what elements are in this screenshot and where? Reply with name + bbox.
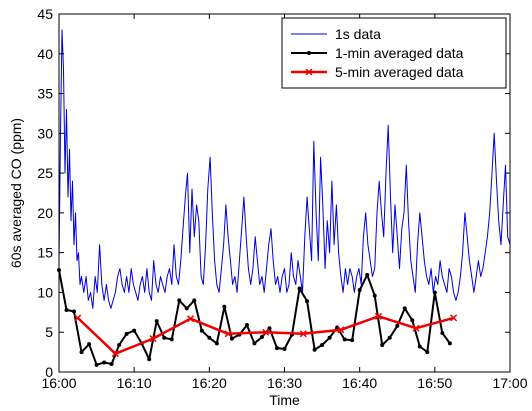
data-point: [282, 346, 287, 351]
legend-marker-1min-data: [307, 51, 311, 55]
data-point: [192, 298, 197, 303]
data-point: [425, 350, 430, 355]
y-tick-label: 45: [37, 6, 53, 22]
data-point: [207, 335, 212, 340]
series-5-min-averaged-data: [74, 312, 458, 358]
series-1-min-averaged-data: [57, 268, 452, 367]
data-point: [132, 328, 137, 333]
data-point: [229, 336, 234, 341]
data-point: [177, 298, 182, 303]
data-point: [402, 306, 407, 311]
y-tick-label: 5: [45, 324, 53, 340]
data-point: [335, 325, 340, 330]
data-point: [299, 330, 307, 338]
data-point: [87, 342, 92, 347]
data-point: [320, 342, 325, 347]
x-tick-label: 16:30: [267, 375, 302, 391]
y-tick-label: 30: [37, 125, 53, 141]
data-point: [64, 307, 69, 312]
data-point: [395, 323, 400, 328]
x-tick-label: 16:00: [41, 375, 76, 391]
x-tick-label: 17:00: [492, 375, 527, 391]
data-point: [327, 335, 332, 340]
data-point: [305, 299, 310, 304]
data-point: [274, 346, 279, 351]
data-point: [412, 324, 420, 332]
data-point: [440, 331, 445, 336]
data-point: [124, 331, 129, 336]
series-1s-data: [58, 29, 511, 309]
y-tick-label: 20: [37, 205, 53, 221]
data-point: [149, 335, 157, 343]
y-axis-label: 60s averaged CO (ppm): [8, 118, 24, 268]
x-axis-label: Time: [269, 392, 300, 408]
data-point: [244, 323, 249, 328]
data-point: [252, 341, 257, 346]
data-point: [187, 315, 195, 323]
y-tick-label: 15: [37, 245, 53, 261]
data-point: [357, 288, 362, 293]
x-tick-label: 16:40: [342, 375, 377, 391]
data-point: [417, 344, 422, 349]
x-tick-label: 16:20: [192, 375, 227, 391]
y-tick-label: 0: [45, 364, 53, 380]
data-point: [432, 290, 437, 295]
data-point: [450, 314, 458, 322]
data-point: [117, 342, 122, 347]
data-point: [262, 328, 270, 336]
data-point: [109, 362, 114, 367]
legend-label-1min-data: 1-min averaged data: [335, 45, 464, 61]
y-axis-ticks: 0 5 10 15 20 25 30 35 40 45: [37, 6, 510, 380]
data-point: [162, 335, 167, 340]
data-point: [447, 341, 452, 346]
legend: 1s data 1-min averaged data 5-min averag…: [281, 17, 507, 89]
data-point: [111, 350, 119, 358]
data-point: [312, 347, 317, 352]
legend-label-5min-data: 5-min averaged data: [335, 64, 464, 80]
data-point: [342, 337, 347, 342]
data-point: [169, 337, 174, 342]
data-point: [94, 362, 99, 367]
x-tick-label: 16:50: [417, 375, 452, 391]
data-point: [374, 312, 382, 320]
data-point: [214, 341, 219, 346]
data-point: [74, 314, 82, 322]
data-point: [154, 319, 159, 324]
data-point: [147, 357, 152, 362]
data-point: [72, 309, 77, 314]
data-point: [372, 293, 377, 298]
data-point: [79, 350, 84, 355]
y-tick-label: 10: [37, 284, 53, 300]
data-point: [199, 328, 204, 333]
y-tick-label: 40: [37, 46, 53, 62]
data-point: [259, 334, 264, 339]
data-point: [222, 304, 227, 309]
data-point: [224, 330, 232, 338]
data-point: [337, 326, 345, 334]
data-point: [387, 335, 392, 340]
legend-marker-5min-data: [305, 68, 313, 76]
data-point: [184, 306, 189, 311]
y-tick-label: 25: [37, 165, 53, 181]
legend-label-1s-data: 1s data: [335, 26, 381, 42]
data-point: [350, 338, 355, 343]
data-point: [365, 272, 370, 277]
data-point: [410, 318, 415, 323]
series-line-1s-data: [58, 29, 511, 309]
x-tick-label: 16:10: [117, 375, 152, 391]
data-point: [380, 342, 385, 347]
data-point: [297, 286, 302, 291]
y-tick-label: 35: [37, 86, 53, 102]
series-layer: [57, 29, 511, 367]
data-point: [102, 360, 107, 365]
